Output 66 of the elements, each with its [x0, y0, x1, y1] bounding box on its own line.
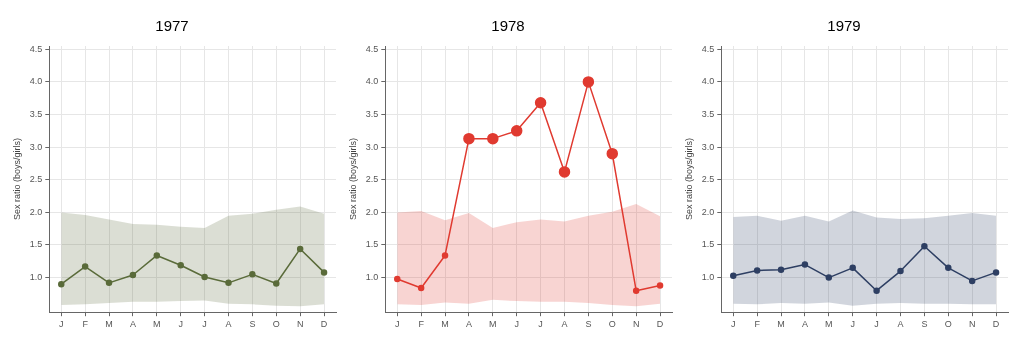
chart-title: 1978: [491, 17, 525, 35]
x-tick-label: A: [225, 319, 232, 330]
x-tick-label: M: [489, 319, 497, 330]
x-tick-label: M: [825, 319, 833, 330]
x-tick-label: M: [441, 319, 449, 330]
x-tick-label: S: [585, 319, 592, 330]
y-tick-label: 3.5: [701, 108, 715, 119]
y-tick-label: 3.5: [365, 108, 379, 119]
y-tick-label: 1.0: [365, 272, 379, 283]
y-tick-label: 1.0: [701, 272, 715, 283]
y-tick-label: 1.5: [29, 239, 43, 250]
y-tick-label: 3.0: [29, 141, 43, 152]
x-tick-label: J: [202, 319, 207, 330]
y-tick-label: 4.0: [365, 76, 379, 87]
y-axis-title: Sex ratio (boys/girls): [11, 138, 22, 221]
x-tick-label: F: [754, 319, 761, 330]
x-tick-label: J: [538, 319, 543, 330]
y-tick-label: 3.0: [365, 141, 379, 152]
x-tick-label: D: [320, 319, 328, 330]
y-tick-label: 4.0: [29, 76, 43, 87]
x-tick-label: J: [514, 319, 519, 330]
x-tick-label: J: [850, 319, 855, 330]
x-tick-label: J: [731, 319, 736, 330]
chart-title: 1979: [827, 17, 861, 35]
y-tick-label: 1.0: [29, 272, 43, 283]
x-tick-label: N: [968, 319, 976, 330]
y-tick-label: 1.5: [365, 239, 379, 250]
y-tick-label: 1.5: [701, 239, 715, 250]
x-tick-label: J: [395, 319, 400, 330]
x-tick-label: M: [153, 319, 161, 330]
x-tick-label: A: [897, 319, 904, 330]
y-tick-label: 4.5: [29, 43, 43, 54]
x-tick-label: M: [105, 319, 113, 330]
x-tick-label: N: [632, 319, 640, 330]
y-axis-title: Sex ratio (boys/girls): [683, 138, 694, 221]
x-tick-label: S: [249, 319, 256, 330]
y-tick-label: 2.5: [365, 174, 379, 185]
x-tick-label: J: [59, 319, 64, 330]
x-tick-label: F: [82, 319, 89, 330]
y-tick-label: 2.5: [29, 174, 43, 185]
x-tick-label: D: [656, 319, 664, 330]
x-tick-label: N: [296, 319, 304, 330]
x-tick-label: O: [944, 319, 952, 330]
y-axis-title: Sex ratio (boys/girls): [347, 138, 358, 221]
x-tick-label: F: [418, 319, 425, 330]
x-tick-label: A: [129, 319, 136, 330]
x-tick-label: S: [921, 319, 928, 330]
x-tick-label: O: [608, 319, 616, 330]
x-tick-label: D: [992, 319, 1000, 330]
y-tick-label: 4.0: [701, 76, 715, 87]
x-tick-label: M: [777, 319, 785, 330]
x-tick-label: A: [465, 319, 472, 330]
y-tick-label: 3.5: [29, 108, 43, 119]
chart-title: 1977: [155, 17, 189, 35]
y-tick-label: 3.0: [701, 141, 715, 152]
x-tick-label: A: [561, 319, 568, 330]
x-tick-label: J: [178, 319, 183, 330]
x-tick-label: A: [801, 319, 808, 330]
y-tick-label: 4.5: [701, 43, 715, 54]
y-tick-label: 2.0: [29, 206, 43, 217]
y-tick-label: 2.0: [701, 206, 715, 217]
x-tick-label: J: [874, 319, 879, 330]
y-tick-label: 4.5: [365, 43, 379, 54]
y-tick-label: 2.0: [365, 206, 379, 217]
y-tick-label: 2.5: [701, 174, 715, 185]
x-tick-label: O: [272, 319, 280, 330]
